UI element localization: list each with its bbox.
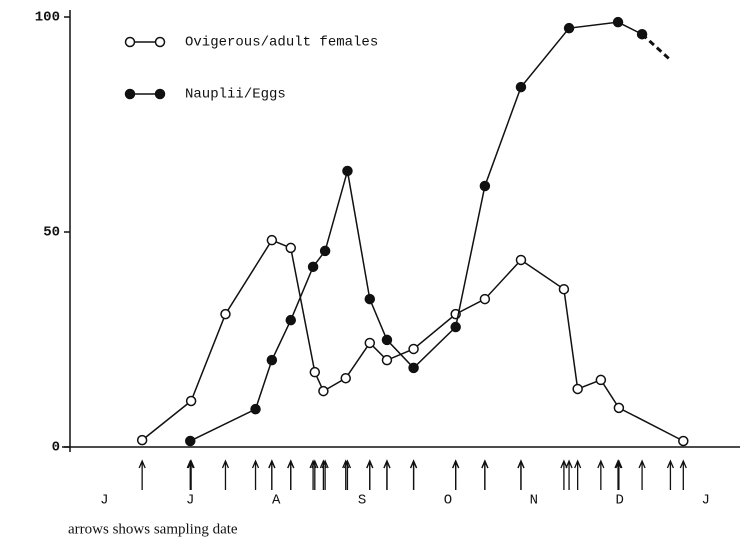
legend-marker [124, 36, 136, 48]
point [479, 180, 491, 192]
point [266, 234, 278, 246]
sampling-arrow [574, 459, 582, 490]
x-tick-label: N [530, 493, 538, 509]
sampling-arrow [186, 459, 194, 490]
point [250, 403, 261, 415]
point [309, 366, 321, 378]
series-line-dashed [641, 33, 672, 62]
point [572, 383, 583, 395]
footnote: arrows shows sampling date [68, 521, 238, 537]
point [266, 354, 278, 366]
sampling-arrow [309, 459, 317, 490]
y-tick-label: 100 [35, 10, 60, 26]
point [612, 16, 624, 28]
point [558, 283, 570, 295]
point [613, 402, 625, 414]
point [318, 385, 329, 397]
series-line [189, 21, 643, 442]
point [285, 314, 297, 326]
point [381, 334, 393, 346]
legend-marker [154, 88, 166, 100]
point [515, 81, 527, 93]
x-tick-label: J [186, 493, 194, 509]
point [185, 395, 197, 407]
sampling-arrow [321, 459, 329, 490]
point [515, 254, 527, 266]
sampling-arrow [638, 459, 646, 490]
sampling-arrow [565, 459, 573, 490]
y-tick-label: 0 [52, 440, 60, 456]
sampling-arrow [666, 459, 675, 490]
x-tick-label: J [701, 493, 709, 509]
legend-marker [124, 88, 136, 100]
sampling-arrow [366, 459, 374, 490]
sampling-arrow [597, 459, 605, 490]
point [307, 261, 319, 273]
series-line [141, 239, 684, 442]
point [364, 337, 376, 349]
point [364, 293, 376, 305]
sampling-arrow [383, 459, 391, 490]
sampling-arrow [221, 459, 230, 490]
point [381, 354, 393, 366]
point [595, 374, 607, 386]
sampling-arrow [251, 459, 260, 490]
point [678, 435, 689, 447]
point [285, 242, 297, 254]
sampling-arrow [287, 459, 295, 490]
point [340, 372, 351, 384]
sampling-arrow [614, 459, 622, 490]
sampling-arrow [679, 459, 687, 490]
point [563, 22, 575, 34]
point [636, 28, 648, 40]
legend-label: Nauplii/Eggs [185, 87, 286, 103]
sampling-arrow [343, 459, 352, 490]
sampling-arrow [187, 459, 195, 490]
point [220, 308, 231, 320]
sampling-arrow [481, 459, 489, 490]
legend-marker [154, 36, 166, 48]
sampling-arrow [138, 459, 146, 490]
sampling-arrow [615, 459, 623, 490]
sampling-arrow [560, 459, 568, 490]
sampling-arrow [517, 459, 525, 490]
sampling-arrow [409, 459, 418, 490]
point [408, 362, 419, 374]
sampling-arrow [452, 459, 460, 490]
x-tick-label: A [272, 493, 281, 509]
point [479, 293, 491, 305]
point [136, 434, 148, 446]
x-tick-label: J [100, 493, 108, 509]
x-tick-label: D [616, 493, 624, 509]
y-tick-label: 50 [43, 225, 60, 241]
point [319, 245, 331, 257]
point [450, 321, 461, 333]
point [185, 435, 196, 447]
x-tick-label: O [444, 493, 452, 509]
x-tick-label: S [358, 493, 366, 509]
point [342, 165, 353, 177]
legend-label: Ovigerous/adult females [185, 35, 378, 51]
sampling-arrow [268, 459, 276, 490]
point [408, 343, 419, 355]
